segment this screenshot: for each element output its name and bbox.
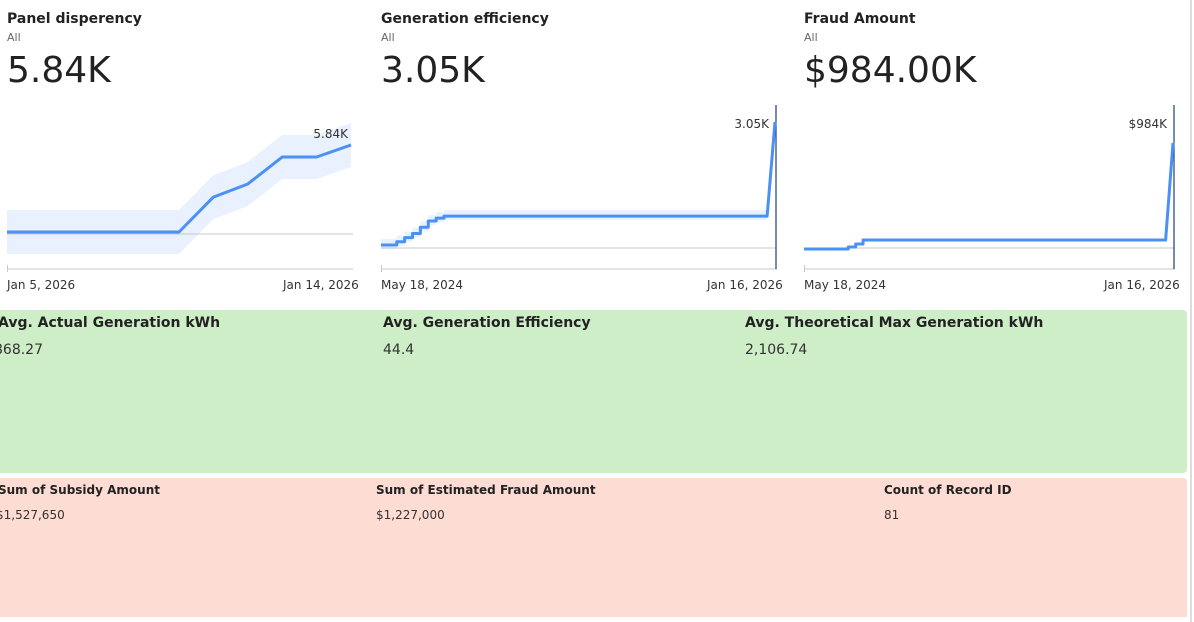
- card-title: Panel disperency: [7, 11, 142, 27]
- x-start-label: May 18, 2024: [381, 278, 464, 292]
- card-filter: All: [804, 31, 818, 44]
- sparkline-fraud-amount: $984K: [804, 105, 1175, 272]
- kpi-panel-red: Sum of Subsidy Amount $1,527,650 Sum of …: [0, 478, 1187, 617]
- kpi-value: 2,106.74: [745, 342, 808, 358]
- scrollbar[interactable]: [1190, 0, 1192, 622]
- end-value-label: 5.84K: [313, 127, 349, 141]
- sparkline-generation-efficiency: 3.05K: [381, 105, 777, 272]
- kpi-label: Sum of Subsidy Amount: [0, 483, 160, 497]
- x-end-label: Jan 14, 2026: [283, 278, 359, 292]
- kpi-label: Count of Record ID: [884, 483, 1012, 497]
- card-title: Fraud Amount: [804, 11, 916, 27]
- series-line: [7, 143, 352, 234]
- x-end-label: Jan 16, 2026: [1104, 278, 1180, 292]
- x-end-label: Jan 16, 2026: [707, 278, 783, 292]
- sparkline-panel-disperency: 5.84K: [7, 123, 353, 272]
- end-value-label: 3.05K: [734, 117, 770, 131]
- confidence-band: [7, 123, 351, 254]
- kpi-label: Avg. Theoretical Max Generation kWh: [745, 315, 1044, 331]
- kpi-value: 44.4: [383, 342, 415, 358]
- x-start-label: May 18, 2024: [804, 278, 887, 292]
- card-value: $984.00K: [804, 50, 977, 91]
- card-title: Generation efficiency: [381, 11, 549, 27]
- end-value-label: $984K: [1129, 117, 1169, 131]
- series-line: [381, 121, 777, 247]
- kpi-value: $1,527,650: [0, 508, 65, 522]
- kpi-value: 81: [884, 508, 900, 522]
- card-value: 3.05K: [381, 50, 485, 91]
- card-filter: All: [7, 31, 21, 44]
- kpi-label: Avg. Actual Generation kWh: [0, 315, 221, 331]
- kpi-value: 868.27: [0, 342, 43, 358]
- confidence-band: [381, 116, 775, 249]
- kpi-label: Avg. Generation Efficiency: [383, 315, 591, 331]
- card-value: 5.84K: [7, 50, 111, 91]
- series-line: [804, 142, 1175, 251]
- x-start-label: Jan 5, 2026: [7, 278, 76, 292]
- kpi-panel-green: Avg. Actual Generation kWh 868.27 Avg. G…: [0, 310, 1187, 473]
- kpi-label: Sum of Estimated Fraud Amount: [376, 483, 596, 497]
- card-filter: All: [381, 31, 395, 44]
- kpi-value: $1,227,000: [376, 508, 445, 522]
